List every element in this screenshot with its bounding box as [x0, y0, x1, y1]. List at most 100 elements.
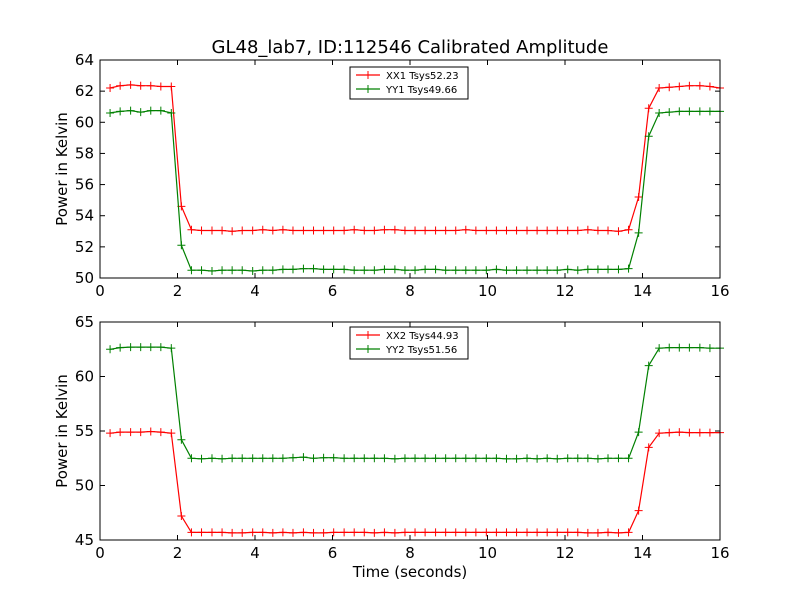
data-point: [340, 265, 349, 274]
y-tick-label: 60: [75, 368, 94, 386]
x-tick-label: 12: [555, 544, 574, 562]
data-point: [197, 266, 206, 275]
data-point: [278, 528, 287, 537]
x-tick-label: 16: [710, 282, 729, 300]
data-point: [543, 528, 552, 537]
data-point: [207, 454, 216, 463]
data-point: [126, 343, 135, 352]
data-point: [411, 454, 420, 463]
data-point: [655, 429, 664, 438]
data-point: [126, 80, 135, 89]
data-point: [278, 225, 287, 234]
data-point: [665, 108, 674, 117]
data-point: [126, 106, 135, 115]
data-point: [492, 528, 501, 537]
data-point: [156, 82, 165, 91]
data-point: [655, 344, 664, 353]
x-tick-label: 14: [633, 282, 652, 300]
data-point: [187, 528, 196, 537]
data-point: [461, 454, 470, 463]
data-point: [136, 343, 145, 352]
top-panel: 0 2 4 6 8 10 12 14 16 50 52 54 56 58 60 62 64 Power in Ke…: [53, 51, 730, 300]
data-point: [705, 107, 714, 116]
data-point: [482, 454, 491, 463]
data-point: [644, 132, 653, 141]
data-point: [360, 528, 369, 537]
data-point: [319, 265, 328, 274]
data-point: [340, 454, 349, 463]
data-point: [309, 264, 318, 273]
y-tick-label: 45: [75, 531, 94, 549]
series-1: [106, 80, 724, 236]
y-tick-label: 60: [75, 113, 94, 131]
data-point: [390, 454, 399, 463]
data-point: [624, 528, 633, 537]
data-point: [583, 265, 592, 274]
data-point: [248, 226, 257, 235]
data-point: [431, 265, 440, 274]
data-point: [299, 528, 308, 537]
data-point: [705, 428, 714, 437]
data-point: [350, 266, 359, 275]
data-point: [533, 454, 542, 463]
y-axis-label: Power in Kelvin: [53, 374, 71, 488]
data-point: [350, 225, 359, 234]
y-tick-label: 62: [75, 82, 94, 100]
legend-entry: YY1 Tsys49.66: [385, 85, 457, 96]
data-point: [573, 528, 582, 537]
data-point: [177, 512, 186, 521]
data-point: [523, 454, 532, 463]
data-point: [441, 454, 450, 463]
data-point: [451, 454, 460, 463]
data-point: [207, 528, 216, 537]
data-point: [563, 265, 572, 274]
data-point: [156, 106, 165, 115]
data-point: [258, 225, 267, 234]
data-point: [502, 454, 511, 463]
data-point: [431, 528, 440, 537]
data-point: [268, 454, 277, 463]
series-1: [106, 427, 724, 537]
x-axis-label: Time (seconds): [352, 563, 468, 581]
series-2: [106, 106, 724, 275]
data-point: [512, 454, 521, 463]
data-point: [431, 454, 440, 463]
data-point: [523, 528, 532, 537]
data-point: [583, 225, 592, 234]
data-point: [380, 225, 389, 234]
data-point: [563, 454, 572, 463]
data-point: [451, 226, 460, 235]
data-point: [116, 107, 125, 116]
x-tick-label: 4: [250, 544, 260, 562]
data-point: [360, 454, 369, 463]
data-point: [573, 266, 582, 275]
data-point: [604, 454, 613, 463]
data-point: [614, 227, 623, 236]
data-point: [400, 528, 409, 537]
data-point: [593, 454, 602, 463]
data-point: [309, 454, 318, 463]
data-point: [400, 226, 409, 235]
data-point: [421, 454, 430, 463]
legend-marker: [364, 345, 372, 353]
x-tick-label: 0: [95, 544, 105, 562]
y-tick-label: 50: [75, 477, 94, 495]
legend: XX2 Tsys44.93 YY2 Tsys51.56: [349, 326, 469, 360]
legend-entry: YY2 Tsys51.56: [385, 345, 457, 356]
data-point: [563, 528, 572, 537]
series-2: [106, 343, 724, 463]
data-point: [502, 266, 511, 275]
data-point: [614, 454, 623, 463]
data-point: [390, 265, 399, 274]
data-point: [228, 266, 237, 275]
data-point: [329, 265, 338, 274]
x-tick-label: 10: [478, 544, 497, 562]
data-point: [248, 266, 257, 275]
data-point: [340, 528, 349, 537]
data-point: [156, 343, 165, 352]
legend-marker: [364, 71, 372, 79]
data-point: [593, 226, 602, 235]
data-point: [695, 81, 704, 90]
y-tick-label: 56: [75, 176, 94, 194]
